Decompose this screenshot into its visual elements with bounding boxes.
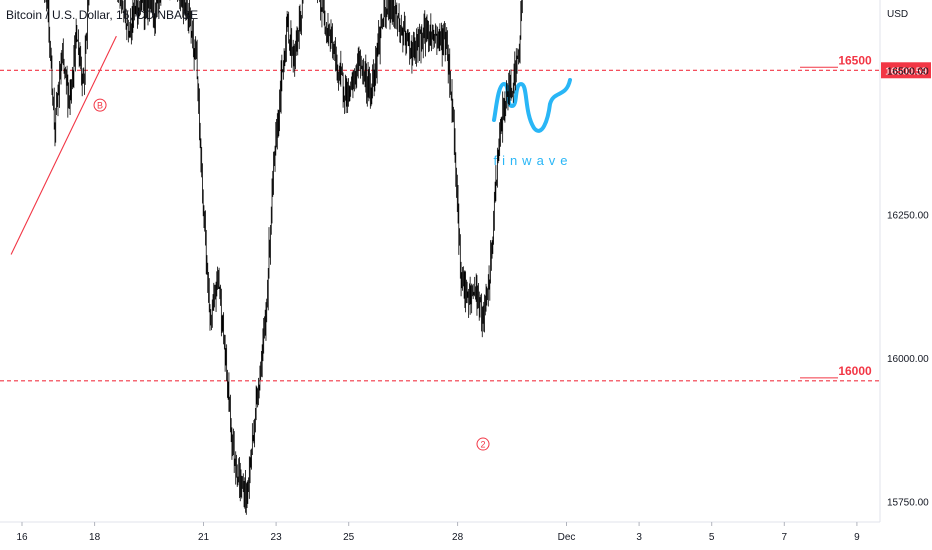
y-tick-label: 15750.00 xyxy=(887,498,929,509)
x-tick-label: 18 xyxy=(89,532,101,543)
x-tick-label: 3 xyxy=(636,532,642,543)
y-tick-label: 16000.00 xyxy=(887,354,929,365)
wave-label-2: 2 xyxy=(481,440,486,450)
wave-label-circle xyxy=(93,98,107,112)
x-tick-label: 16 xyxy=(16,532,28,543)
x-tick-label: 28 xyxy=(452,532,464,543)
x-tick-label: Dec xyxy=(558,532,576,543)
finwave-logo-text: finwave xyxy=(493,153,572,168)
wave-label-B: B xyxy=(97,101,103,111)
x-tick-label: 5 xyxy=(709,532,715,543)
price-series xyxy=(43,0,523,515)
support-16500-price-badge-text: 16500.59 xyxy=(885,66,927,77)
horizontal-levels: 3.618(18799.56)188002.618(18009.48)18000… xyxy=(0,53,931,382)
x-tick-label: 7 xyxy=(782,532,788,543)
x-tick-label: 9 xyxy=(854,532,860,543)
y-tick-label: 16500.00 xyxy=(887,67,929,78)
trendlines xyxy=(10,35,117,255)
support-16500-price-badge xyxy=(881,62,931,79)
support-16000-right-label: 16000 xyxy=(838,364,872,378)
finwave-logo: finwave xyxy=(492,78,572,168)
wave-label-circle xyxy=(476,437,490,451)
x-tick-label: 23 xyxy=(271,532,283,543)
support-16500-right-label: 16500 xyxy=(838,53,872,67)
y-tick-label: 16250.00 xyxy=(887,210,929,221)
chart-title: Bitcoin / U.S. Dollar, 15, COINBASE xyxy=(6,8,199,22)
annotations: B123BTCUSD17315.9102:07 xyxy=(93,98,490,451)
x-tick-label: 21 xyxy=(198,532,210,543)
x-tick-label: 25 xyxy=(343,532,355,543)
currency-label: USD xyxy=(887,9,908,20)
lower-trendline xyxy=(10,35,117,255)
finwave-logo-icon xyxy=(492,78,572,133)
